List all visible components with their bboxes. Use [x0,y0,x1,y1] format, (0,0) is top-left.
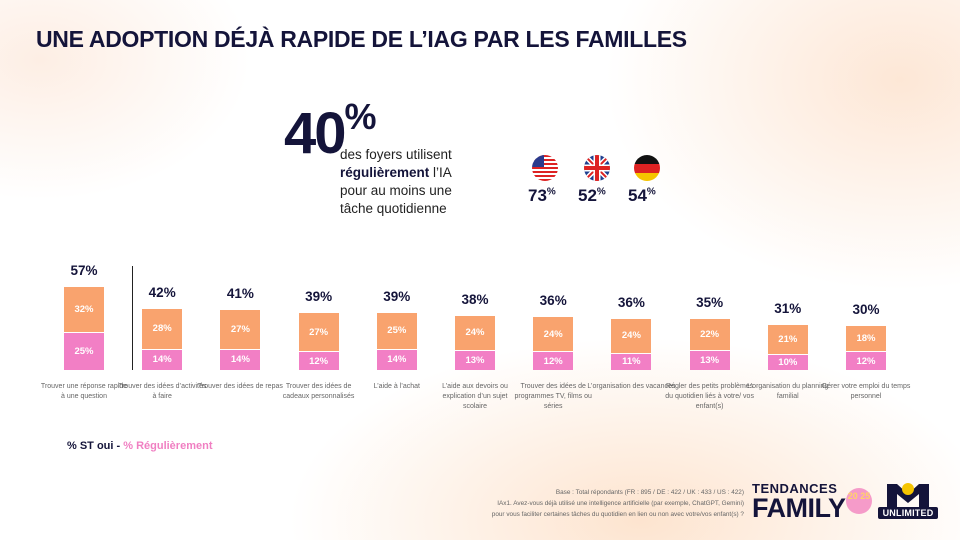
bar: 22% 13% [689,318,730,370]
bar-total-label: 57% [70,262,98,278]
category-label: L’aide à l’achat [373,383,420,390]
bar-segment-regulierement: 12% [846,352,886,370]
bar: 24% 12% [533,317,574,370]
category-label: Trouver des idées de repas [197,383,283,390]
page-title: UNE ADOPTION DÉJÀ RAPIDE DE L’IAG PAR LE… [36,26,687,52]
bar-total-label: 31% [774,300,802,316]
bar-total-label: 41% [226,286,254,302]
category-label: Trouver des idées d’activités à faire [117,383,207,400]
bar-total-label: 35% [696,294,724,310]
category-label: L’aide aux devoirs ou explication d’un s… [442,383,508,410]
bar-segment-st-oui: 24% [455,315,495,350]
uk-flag-icon [584,155,610,181]
bar-segment-st-oui: 28% [142,308,183,349]
bar-segment-regulierement: 25% [64,333,104,370]
m6-unlimited-text: UNLIMITED [878,507,938,519]
bar-total-label: 30% [852,302,880,318]
bar-segment-st-oui: 32% [64,286,104,333]
bar-total-label: 42% [148,284,176,300]
bar: 32% 25% [64,286,104,370]
germany-value: 54% [628,186,656,205]
category-label: L’organisation des vacances [587,383,676,390]
category-label: Trouver des idées de programmes TV, film… [514,383,592,410]
bar-segment-st-oui: 27% [220,310,261,349]
bar-segment-regulierement: 12% [298,352,339,370]
bar: 24% 11% [611,318,652,370]
bar-segment-regulierement: 14% [142,349,183,370]
bar-total-label: 39% [383,289,411,305]
bar: 21% 10% [767,324,808,370]
bar: 28% 14% [142,308,183,370]
bar-total-label: 39% [305,289,333,305]
headline-value: 40% [284,96,377,166]
bar: 27% 12% [298,313,339,370]
bar-segment-st-oui: 24% [533,317,574,352]
bar-segment-regulierement: 12% [533,352,574,370]
bar-segment-st-oui: 24% [611,318,652,353]
legend: % ST oui - % Régulièrement [67,440,213,452]
category-label: Gérer votre emploi du temps personnel [821,383,911,400]
bar-segment-st-oui: 18% [846,326,886,352]
tendances-family-logo: TENDANCES FAMILY [752,481,846,523]
bar: 18% 12% [846,326,886,370]
bar-segment-regulierement: 13% [455,351,495,370]
bar: 25% 14% [376,313,417,370]
us-flag-icon [532,155,558,181]
m6-unlimited-logo: UNLIMITED [878,480,938,520]
footnote: Base : Total répondants (FR : 895 / DE :… [491,489,744,518]
bar-segment-st-oui: 21% [767,324,808,355]
category-label: Trouver des idées de cadeaux personnalis… [282,383,355,400]
headline-description: des foyers utilisent régulièrement l’IA … [340,147,452,216]
category-label: L’organisation du planning familial [747,383,829,400]
bar-total-label: 38% [461,291,489,307]
bar: 27% 14% [220,310,261,370]
year-badge: 20 25 [846,488,872,514]
germany-flag-icon [634,155,660,181]
bar-total-label: 36% [539,293,567,309]
bar-segment-regulierement: 10% [767,355,808,370]
bar-total-label: 36% [617,294,645,310]
bar-segment-st-oui: 27% [298,313,339,352]
bar-segment-regulierement: 11% [611,353,652,370]
bar: 24% 13% [455,315,495,370]
bar-segment-regulierement: 13% [689,351,730,370]
bar-segment-regulierement: 14% [376,349,417,370]
bar-segment-st-oui: 25% [376,313,417,349]
category-label: Trouver une réponse rapide à une questio… [40,383,128,400]
us-value: 73% [528,186,556,205]
separator-line [132,266,133,370]
bar-segment-regulierement: 14% [220,349,261,370]
category-label: Régler des petits problèmes du quotidien… [665,383,754,410]
bar-segment-st-oui: 22% [689,318,730,350]
uk-value: 52% [578,186,606,205]
